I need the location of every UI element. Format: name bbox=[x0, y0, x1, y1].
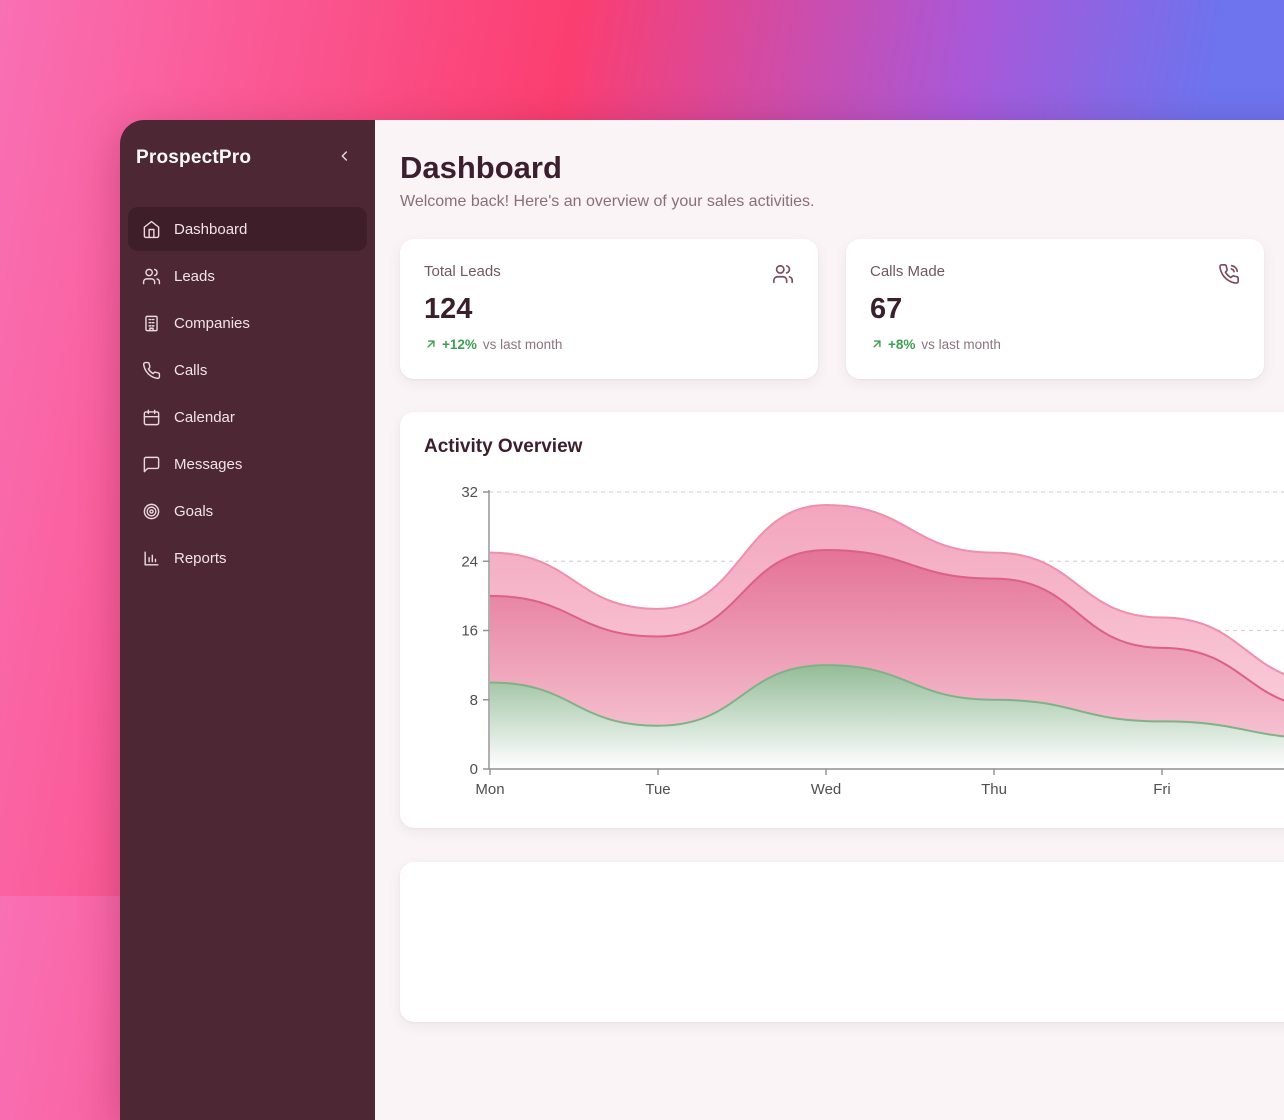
trend-suffix: vs last month bbox=[921, 336, 1001, 352]
home-icon bbox=[142, 220, 161, 239]
sidebar-item-companies[interactable]: Companies bbox=[128, 301, 367, 345]
users-icon bbox=[772, 263, 794, 285]
stat-value: 124 bbox=[424, 292, 473, 325]
partial-bottom-card bbox=[400, 861, 1284, 1022]
arrow-up-right-icon bbox=[870, 337, 884, 351]
stat-label: Calls Made bbox=[870, 262, 946, 280]
trend-suffix: vs last month bbox=[482, 336, 563, 352]
sidebar-item-goals[interactable]: Goals bbox=[128, 489, 367, 533]
sidebar-item-calls[interactable]: Calls bbox=[128, 348, 367, 392]
app-logo-text: ProspectPro bbox=[136, 146, 252, 168]
x-tick-label: Wed bbox=[811, 781, 842, 798]
sidebar-item-label: Dashboard bbox=[174, 220, 248, 238]
page-subtitle: Welcome back! Here's an overview of your… bbox=[400, 192, 815, 210]
y-tick-label: 0 bbox=[470, 761, 478, 778]
stat-value: 67 bbox=[870, 292, 903, 325]
sidebar-nav: Dashboard Leads Companies Calls bbox=[120, 207, 375, 580]
x-tick-label: Fri bbox=[1153, 781, 1171, 798]
stat-card-calls-made: Calls Made 67 +8% vs last month bbox=[846, 238, 1264, 379]
phone-icon bbox=[142, 361, 161, 380]
page-title: Dashboard bbox=[400, 150, 562, 185]
y-tick-label: 16 bbox=[461, 622, 478, 639]
activity-overview-card: Activity Overview 0 8 16 24 32 Mon Tue Wed Thu Fr… bbox=[400, 411, 1284, 828]
sidebar-item-label: Messages bbox=[174, 455, 243, 473]
trend-percent: +12% bbox=[442, 336, 477, 352]
x-tick-label: Mon bbox=[475, 781, 504, 798]
trend-percent: +8% bbox=[888, 336, 916, 352]
stats-grid: Total Leads 124 +12% vs last month bbox=[400, 238, 1284, 379]
sidebar-item-leads[interactable]: Leads bbox=[128, 254, 367, 298]
phone-call-icon bbox=[1218, 263, 1240, 285]
sidebar-collapse-button[interactable] bbox=[335, 146, 355, 169]
sidebar-item-label: Calendar bbox=[174, 408, 235, 426]
building-icon bbox=[142, 314, 161, 333]
line-outer-band bbox=[489, 503, 1284, 675]
y-tick-label: 32 bbox=[461, 484, 478, 501]
sidebar-item-label: Goals bbox=[174, 502, 214, 520]
chevron-left-icon bbox=[337, 148, 353, 167]
target-icon bbox=[142, 502, 161, 521]
sidebar-item-messages[interactable]: Messages bbox=[128, 442, 367, 486]
sidebar-item-dashboard[interactable]: Dashboard bbox=[128, 207, 367, 251]
line-inner-band bbox=[489, 663, 1284, 738]
message-icon bbox=[142, 455, 161, 474]
sidebar-item-calendar[interactable]: Calendar bbox=[128, 395, 367, 439]
y-tick-label: 24 bbox=[461, 553, 478, 570]
chart-title: Activity Overview bbox=[424, 435, 583, 457]
main-content: Dashboard Welcome back! Here's an overvi… bbox=[375, 120, 1284, 1120]
line-middle-band bbox=[489, 548, 1284, 702]
calendar-icon bbox=[142, 408, 161, 427]
stat-card-total-leads: Total Leads 124 +12% vs last month bbox=[400, 238, 818, 379]
x-tick-label: Tue bbox=[645, 781, 670, 798]
arrow-up-right-icon bbox=[424, 337, 438, 351]
sidebar-header: ProspectPro bbox=[120, 146, 375, 169]
sidebar-item-label: Calls bbox=[174, 361, 208, 379]
stat-trend: +8% vs last month bbox=[870, 337, 1240, 352]
y-tick-label: 8 bbox=[470, 691, 478, 708]
sidebar-item-label: Reports bbox=[174, 549, 227, 567]
users-icon bbox=[142, 267, 161, 286]
sidebar: ProspectPro Dashboard Leads bbox=[120, 120, 375, 1120]
sidebar-item-label: Leads bbox=[174, 267, 215, 285]
stat-trend: +12% vs last month bbox=[424, 337, 794, 352]
activity-chart: 08162432MonTueWedThuFriSat bbox=[461, 484, 1284, 798]
sidebar-item-reports[interactable]: Reports bbox=[128, 536, 367, 580]
x-tick-label: Thu bbox=[981, 781, 1007, 798]
stat-label: Total Leads bbox=[424, 262, 501, 280]
bar-chart-icon bbox=[142, 549, 161, 568]
sidebar-item-label: Companies bbox=[174, 314, 250, 332]
area-inner-band bbox=[490, 664, 1284, 769]
app-window: ProspectPro Dashboard Leads bbox=[120, 120, 1284, 1120]
